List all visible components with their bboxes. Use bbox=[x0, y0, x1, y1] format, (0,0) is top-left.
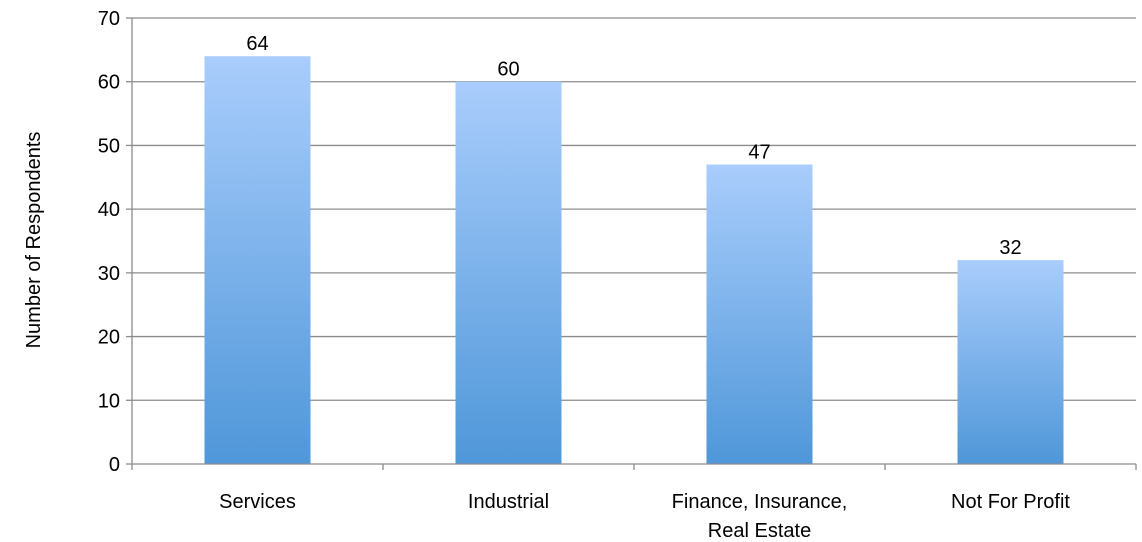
x-tick-label: Not For Profit bbox=[951, 491, 1070, 513]
labels: 0 10 20 30 40 50 60 70 64 Services 60 Industrial 47 F… bbox=[98, 8, 1071, 542]
x-tick-label: Finance, Insurance, Real Estate bbox=[672, 491, 848, 542]
x-tick-label: Industrial bbox=[468, 491, 549, 513]
bar bbox=[957, 260, 1064, 464]
x-tick-label: Services bbox=[219, 491, 296, 513]
bar bbox=[455, 81, 562, 464]
data-label: 32 bbox=[999, 237, 1021, 259]
y-tick-label: 30 bbox=[98, 263, 120, 285]
y-axis-title: Number of Respondents bbox=[23, 132, 45, 349]
y-tick-label: 20 bbox=[98, 327, 120, 349]
data-label: 47 bbox=[748, 142, 770, 164]
y-tick-label: 70 bbox=[98, 8, 120, 30]
data-label: 64 bbox=[246, 33, 268, 55]
y-tick-label: 60 bbox=[98, 72, 120, 94]
y-tick-label: 40 bbox=[98, 199, 120, 221]
y-tick-label: 0 bbox=[109, 454, 120, 476]
axes bbox=[126, 17, 1137, 470]
data-label: 60 bbox=[497, 59, 519, 81]
y-tick-label: 10 bbox=[98, 390, 120, 412]
y-tick-label: 50 bbox=[98, 135, 120, 157]
bar bbox=[706, 164, 813, 465]
bar bbox=[204, 56, 311, 464]
bars bbox=[204, 56, 1064, 465]
